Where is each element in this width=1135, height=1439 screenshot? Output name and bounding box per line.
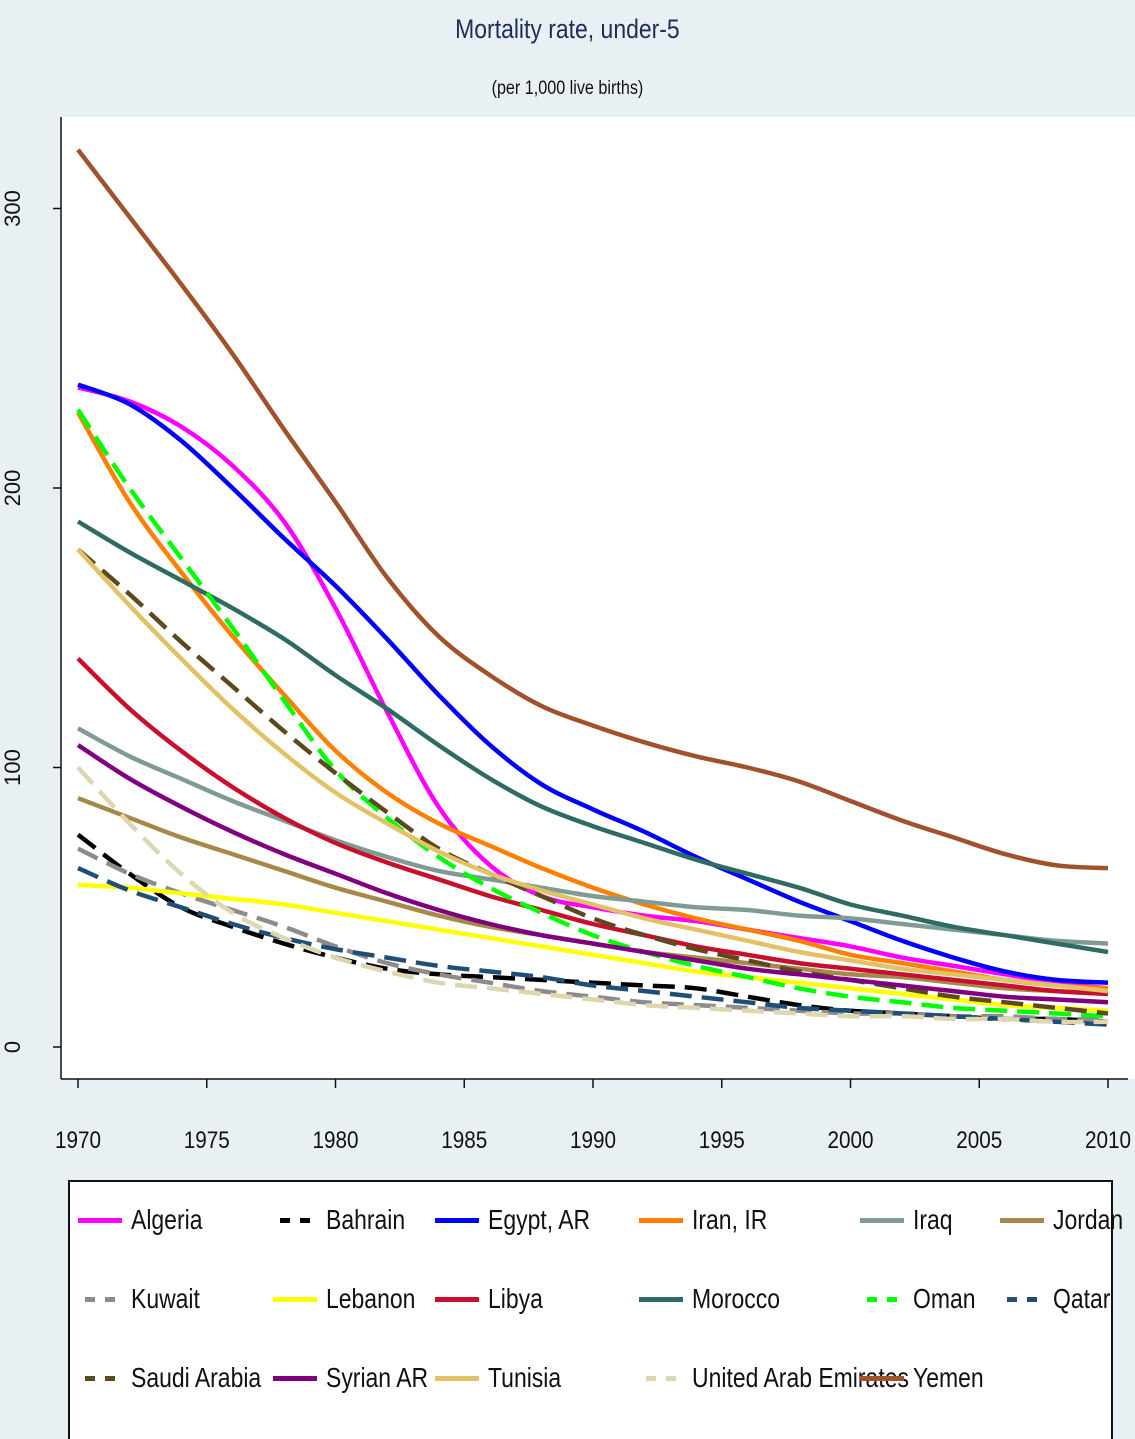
y-tick-label: 0 [0,1041,25,1053]
x-tick-label: 1970 [55,1127,101,1154]
series-line-iraq [76,726,1109,946]
series-line-yemen [76,148,1109,871]
legend-label: Iraq [913,1204,953,1235]
legend-swatch [85,1296,115,1302]
legend-label: Iran, IR [692,1204,768,1235]
series-lines [76,148,1109,1027]
legend-item: Oman [860,1279,989,1319]
series-line-saudi-arabia [76,547,1109,1016]
line-chart: 0 100 200 300 1970 1975 1980 1985 1990 1995 2000 2… [0,117,1135,1154]
legend-swatch [867,1296,897,1302]
legend-swatch [860,1217,904,1223]
legend-item: Morocco [639,1279,799,1319]
series-line-syrian-ar [76,743,1109,1005]
legend-label: Oman [913,1283,976,1314]
legend-swatch [1007,1296,1037,1302]
legend-label: Egypt, AR [488,1204,591,1235]
legend-item: Yemen [860,1358,999,1398]
series-line-egypt-ar [77,382,1109,985]
legend-item: Syrian AR [273,1358,451,1398]
legend-item: Algeria [78,1200,218,1240]
legend-swatch [280,1217,310,1223]
series-line-qatar [77,866,1109,1027]
legend-item: Iraq [860,1200,961,1240]
legend-label: Yemen [913,1362,984,1393]
legend-swatch [860,1375,904,1381]
legend-swatch [639,1296,683,1302]
series-line-oman [76,408,1109,1019]
series-line-tunisia [76,547,1109,994]
legend-label: Qatar [1053,1283,1111,1314]
legend-swatch [273,1296,317,1302]
legend-label: Syrian AR [326,1362,429,1393]
legend-label: Lebanon [326,1283,416,1314]
legend-swatch [435,1296,479,1302]
legend-item: Jordan [1000,1200,1135,1240]
chart-subtitle: (per 1,000 live births) [491,78,644,99]
series-line-united-arab-emirates [76,765,1109,1025]
chart-title: Mortality rate, under-5 [455,14,680,44]
x-tick-label: 1985 [441,1127,487,1154]
legend-swatch [273,1375,317,1381]
legend-swatch [435,1217,479,1223]
legend: Algeria Bahrain Egypt, AR Iran, IR Iraq Jorda… [68,1180,1123,1439]
legend-item: Qatar [1000,1279,1123,1319]
series-line-algeria [77,385,1109,991]
legend-item: Lebanon [273,1279,435,1319]
y-tick-label: 200 [0,470,25,507]
legend-label: Saudi Arabia [131,1362,262,1393]
legend-label: Kuwait [131,1283,200,1314]
legend-swatch [1000,1217,1044,1223]
legend-label: Tunisia [488,1362,562,1393]
series-line-libya [76,656,1109,997]
x-tick-label: 2005 [956,1127,1002,1154]
x-axis-ticks: 1970 1975 1980 1985 1990 1995 2000 2005 2010 [55,1079,1131,1154]
x-tick-label: 1990 [570,1127,616,1154]
series-line-iran-ir [76,411,1109,991]
legend-item: Bahrain [273,1200,423,1240]
legend-item: Iran, IR [639,1200,784,1240]
legend-item: Saudi Arabia [78,1358,290,1398]
legend-item: Libya [435,1279,555,1319]
legend-item: Tunisia [435,1358,577,1398]
x-tick-label: 1975 [184,1127,230,1154]
legend-label: Bahrain [326,1204,406,1235]
x-tick-label: 2000 [828,1127,874,1154]
legend-label: Libya [488,1283,543,1314]
y-tick-label: 100 [0,749,25,786]
x-tick-label: 1995 [699,1127,745,1154]
legend-swatch [78,1217,122,1223]
legend-label: Morocco [692,1283,781,1314]
legend-label: Algeria [131,1204,203,1235]
legend-swatch [435,1375,479,1381]
legend-swatch [85,1375,115,1381]
series-line-bahrain [76,832,1109,1025]
series-line-morocco [76,519,1109,955]
x-tick-label: 1980 [313,1127,359,1154]
x-tick-label: 2010 [1085,1127,1131,1154]
legend-swatch [646,1375,676,1381]
series-line-lebanon [77,882,1109,1013]
legend-item: Egypt, AR [435,1200,613,1240]
y-axis-ticks: 0 100 200 300 [0,190,61,1053]
legend-swatch [639,1217,683,1223]
y-tick-label: 300 [0,190,25,227]
legend-label: Jordan [1053,1204,1124,1235]
legend-item: Kuwait [78,1279,215,1319]
